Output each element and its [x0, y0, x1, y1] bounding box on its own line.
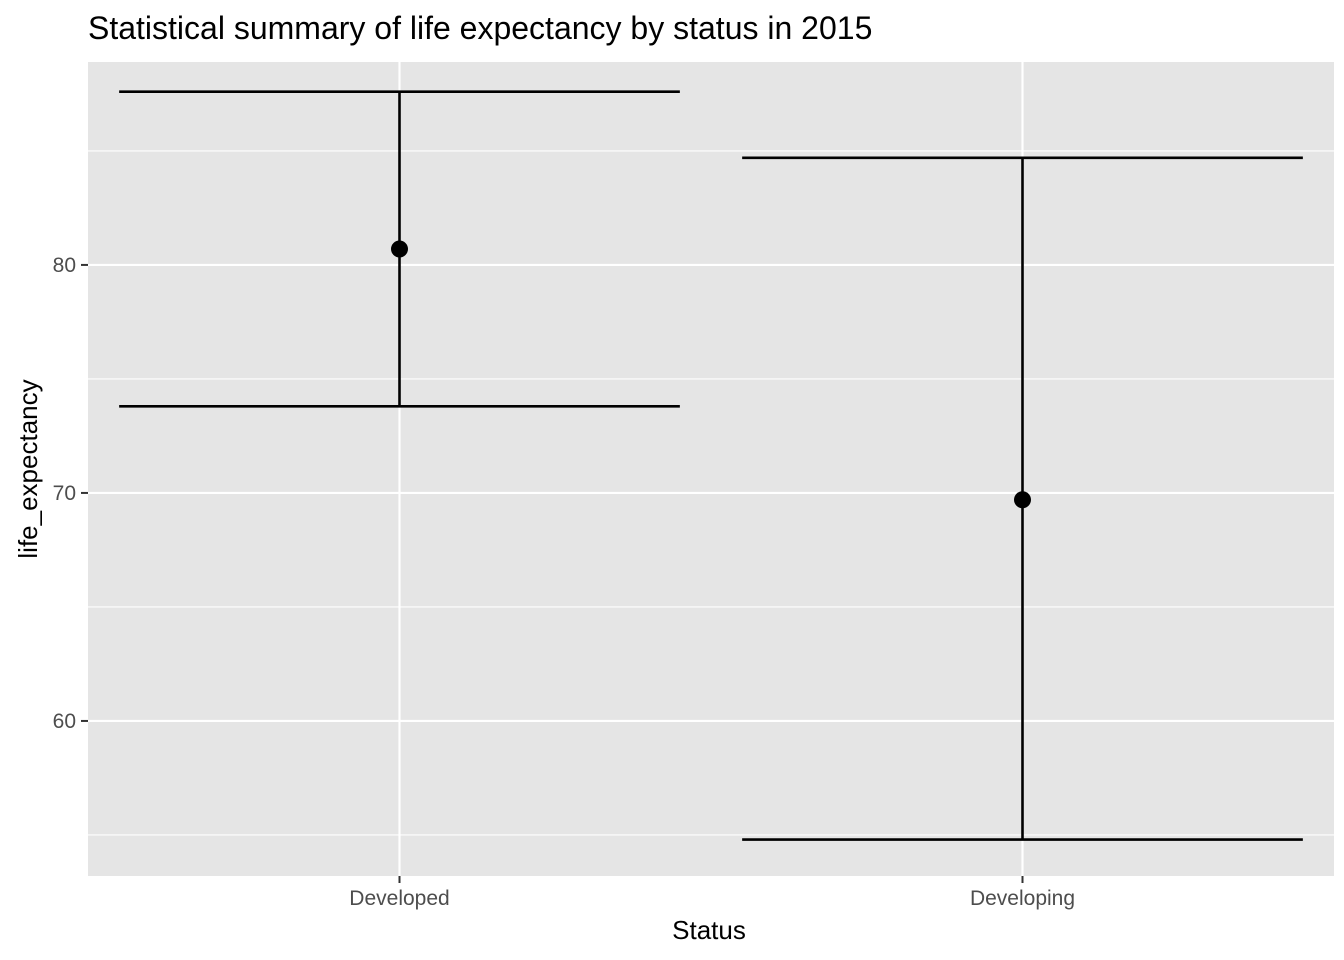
- mean-point: [391, 240, 408, 258]
- x-tick-label: Developed: [349, 887, 449, 910]
- chart-title: Statistical summary of life expectancy b…: [88, 10, 872, 46]
- minor-gridlines: [88, 150, 1334, 836]
- y-axis-title: life_expectancy: [13, 379, 43, 558]
- error-bars: [119, 90, 1303, 841]
- y-tick-label: 60: [53, 710, 76, 733]
- x-tick-label: Developing: [970, 887, 1075, 910]
- y-tick-label: 80: [53, 254, 76, 277]
- y-tick-label: 70: [53, 482, 76, 505]
- y-axis: 60 70 80: [53, 254, 88, 733]
- mean-point: [1014, 491, 1031, 509]
- x-axis: Developed Developing: [349, 876, 1075, 910]
- plot-panel: [88, 62, 1334, 876]
- x-axis-title: Status: [672, 915, 746, 945]
